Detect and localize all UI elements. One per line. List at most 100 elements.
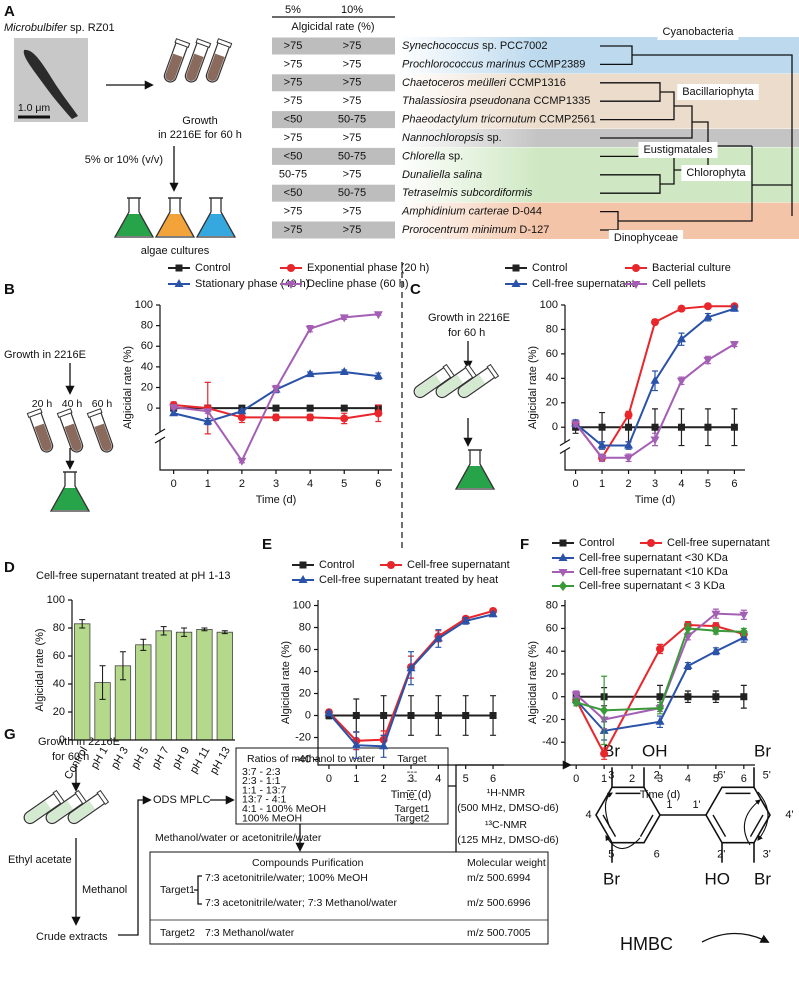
atom-label: Br [603,869,620,888]
time-label: 60 h [92,398,113,410]
marker [730,423,738,431]
taxon: Dunaliella salina [402,169,482,181]
tube-content [47,800,74,823]
error-bar [79,619,86,629]
species: Nannochloropsis sp. [402,132,502,144]
marker [271,385,281,394]
error-bar [221,630,228,635]
tube-content [34,423,52,451]
scheme-text: for 60 h [52,751,89,763]
marker [703,312,713,321]
marker [677,423,685,431]
tube-cap [216,38,233,48]
marker [379,741,389,750]
tube-content [94,423,112,451]
purification-cell: m/z 500.6996 [467,897,531,909]
purification-header: Compounds Purification [252,857,364,869]
tube [67,789,110,825]
tube-content [207,53,225,81]
y-tick-label: 0 [552,691,558,703]
marker [739,611,749,620]
tube [45,789,88,825]
marker [352,712,360,719]
group-box [638,142,718,158]
position-label: 3' [763,848,771,860]
strain: sp. PCC7002 [482,40,547,52]
cell: >75 [343,95,362,107]
y-tick-label: 40 [141,361,153,373]
x-tick-label: 2 [629,773,635,785]
ratio-cell: 1:1 - 13:7 [242,784,287,796]
scheme-text: for 60 h [448,327,485,339]
taxon: Prorocentrum minimum [402,224,516,236]
y-tick-label: 20 [53,706,65,718]
marker [703,302,712,311]
ratio-cell: 13:7 - 4:1 [242,794,287,806]
ratio-cell: --- [407,766,418,778]
marker [572,697,581,708]
x-tick-label: 5 [341,478,347,490]
cell: >75 [284,95,303,107]
x-tick-label: 0 [171,478,177,490]
legend-label: Control [319,559,354,571]
cell: >75 [284,206,303,218]
tube [457,363,500,399]
marker [711,646,721,655]
tube-content [165,53,183,81]
tube-content [186,53,204,81]
x-tick-label: 3 [408,773,414,785]
y-tick-label: 80 [546,323,558,335]
cell: >75 [284,132,303,144]
crude-label: Crude extracts [36,931,108,943]
legend-label: Cell-free supernatant [407,559,510,571]
species: Chlorella sp. [402,150,463,162]
purification-rows: Target1 7:3 acetonitrile/water; 100% MeOH… [160,872,531,939]
cell: >75 [284,224,303,236]
legend-marker [175,264,183,272]
x-tick-label: pH 13 [208,745,233,776]
group-labels: Cyanobacteria Bacillariophyta Eustigmatale… [608,24,759,246]
marker [373,311,383,320]
tube-cap [96,789,110,806]
bar [216,631,233,741]
y-axis [564,305,745,471]
tube [184,38,212,83]
marker [169,404,179,413]
time-label: 20 h [32,398,53,410]
marker [306,413,315,422]
marker [600,705,609,716]
marker [676,334,686,343]
x-tick-label: 5 [705,478,711,490]
strain: D-127 [519,224,549,236]
flask [49,472,91,512]
bar [74,623,91,741]
y-tick-label: 100 [540,299,558,311]
marker [339,367,349,376]
arrow [118,795,152,936]
legend-label: Bacterial culture [652,262,731,274]
organism: Microbulbifer sp. RZ01 [4,22,115,34]
dose-label: 5% or 10% (v/v) [85,154,163,166]
cell: >75 [343,58,362,70]
panel-label: E [262,536,272,553]
hmbc-label: HMBC [620,934,673,954]
marker [712,693,720,701]
y-tick-label: 40 [546,372,558,384]
marker [740,693,748,701]
legend-label: Control [195,262,230,274]
y-tick-label: 20 [299,687,311,699]
taxon: Chaetoceros meülleri [402,77,506,89]
atom-label: Br [754,869,771,888]
species: Dunaliella salina [402,169,482,181]
tube-content [437,374,464,397]
ratio-cell: Target1 [394,803,429,815]
bar [175,631,193,741]
nmr-label: ¹H-NMR [487,787,526,799]
growth-condition: in 2216E for 60 h [158,129,242,141]
tube-cap [26,408,43,418]
ratio-cell: Target2 [394,812,429,824]
growth-label: Growth [182,115,217,127]
tube-content [415,374,442,397]
marker [683,661,693,669]
marker [704,423,712,431]
